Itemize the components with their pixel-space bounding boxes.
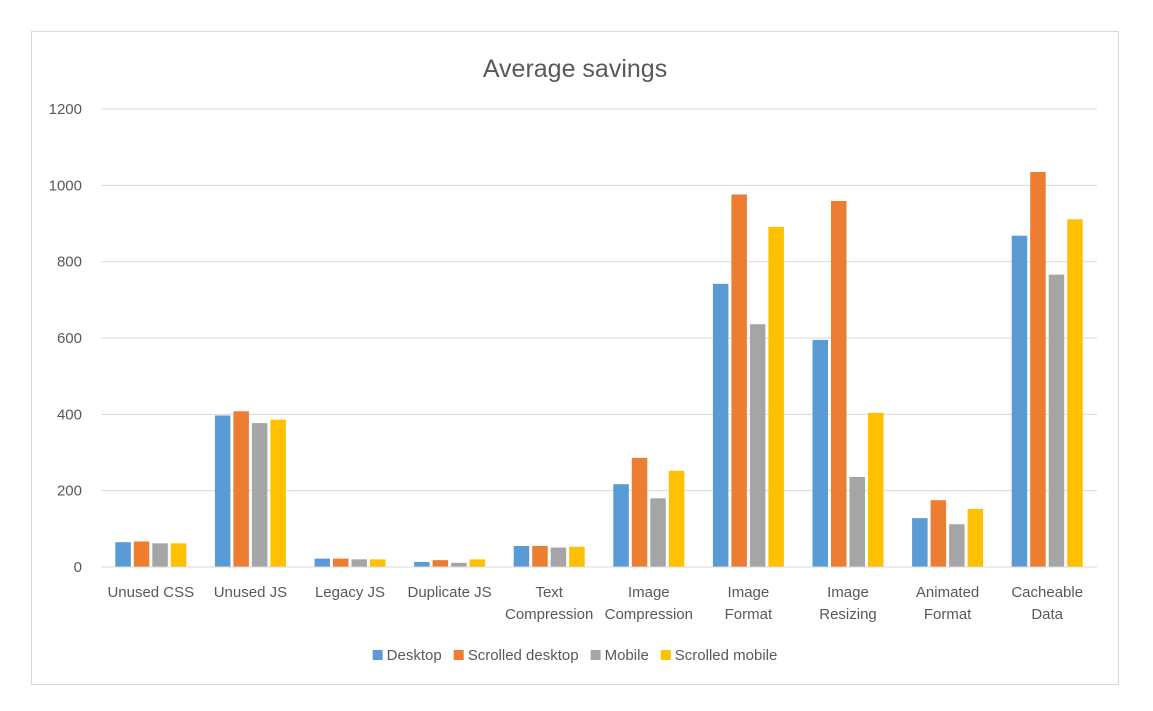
bar-scrolled-desktop bbox=[731, 194, 747, 568]
x-category-label: Cacheable Data bbox=[1011, 584, 1083, 623]
x-category-label: Image Resizing bbox=[819, 584, 877, 623]
bar-scrolled-desktop bbox=[631, 457, 648, 567]
bar-scrolled-mobile bbox=[768, 226, 784, 567]
x-category-label-line: Unused JS bbox=[214, 584, 287, 601]
x-category-label: Duplicate JS bbox=[407, 584, 491, 601]
bar-mobile bbox=[849, 476, 865, 567]
bar-scrolled-desktop bbox=[233, 411, 249, 567]
y-tick-label: 800 bbox=[57, 254, 82, 271]
x-category-label: Unused CSS bbox=[107, 584, 194, 601]
bar-mobile bbox=[251, 423, 268, 567]
x-category-label-line: Data bbox=[1031, 606, 1063, 623]
chart-svg: Average savings 0 200 400 600 800 1000 1200 Un… bbox=[49, 55, 1097, 664]
x-category-label: Text Compression bbox=[505, 584, 593, 623]
bar-desktop bbox=[314, 558, 330, 567]
bar-mobile bbox=[451, 562, 467, 567]
y-tick-label: 1000 bbox=[49, 177, 82, 194]
legend-label: Scrolled mobile bbox=[675, 647, 778, 664]
bar-scrolled-mobile bbox=[668, 470, 685, 567]
x-category-label-line: Compression bbox=[605, 606, 693, 623]
y-axis-ticks: 0 200 400 600 800 1000 1200 bbox=[49, 101, 82, 576]
bar-mobile bbox=[949, 524, 965, 567]
bar-scrolled-mobile bbox=[1067, 219, 1083, 568]
y-tick-label: 1200 bbox=[49, 101, 82, 118]
legend-swatch bbox=[372, 650, 383, 660]
bar-scrolled-desktop bbox=[333, 558, 349, 567]
bar-mobile bbox=[749, 324, 766, 567]
bar-scrolled-desktop bbox=[831, 200, 847, 568]
x-axis: Unused CSS Unused JS Legacy JS Duplicate JS… bbox=[101, 566, 1097, 623]
bar-scrolled-mobile bbox=[370, 559, 386, 567]
x-category-label-line: Animated bbox=[916, 584, 979, 601]
legend-label: Desktop bbox=[387, 647, 442, 664]
legend-label: Scrolled desktop bbox=[468, 647, 579, 664]
x-category-label-line: Duplicate JS bbox=[407, 584, 491, 601]
x-category-label: Unused JS bbox=[214, 584, 287, 601]
bar-scrolled-mobile bbox=[569, 546, 585, 567]
bar-desktop bbox=[912, 518, 928, 567]
bar-mobile bbox=[1048, 274, 1065, 567]
bar-scrolled-desktop bbox=[1030, 171, 1046, 567]
y-tick-label: 600 bbox=[57, 330, 82, 347]
chart-title: Average savings bbox=[483, 55, 667, 83]
legend: Desktop Scrolled desktop Mobile Scrolled mo… bbox=[372, 647, 778, 664]
y-tick-label: 400 bbox=[57, 406, 82, 423]
bar-scrolled-mobile bbox=[868, 412, 884, 567]
x-category-label-line: Image bbox=[728, 584, 770, 601]
x-category-label-line: Unused CSS bbox=[107, 584, 194, 601]
bar-desktop bbox=[513, 546, 530, 567]
legend-swatch bbox=[660, 650, 671, 660]
bar-scrolled-mobile bbox=[270, 419, 286, 567]
bar-desktop bbox=[812, 339, 828, 567]
bar-scrolled-mobile bbox=[967, 508, 984, 567]
x-category-label-line: Text bbox=[535, 584, 563, 601]
bar-scrolled-desktop bbox=[133, 541, 150, 567]
x-category-label-line: Format bbox=[924, 606, 972, 623]
bar-mobile bbox=[351, 559, 367, 567]
x-category-label-line: Format bbox=[725, 606, 773, 623]
bar-mobile bbox=[152, 543, 168, 567]
bar-mobile bbox=[650, 498, 666, 567]
bar-scrolled-mobile bbox=[469, 559, 486, 567]
bar-desktop bbox=[214, 415, 231, 567]
bar-scrolled-desktop bbox=[532, 546, 548, 567]
bar-desktop bbox=[414, 562, 430, 567]
x-category-label-line: Image bbox=[827, 584, 869, 601]
gridlines bbox=[101, 108, 1097, 568]
y-tick-label: 200 bbox=[57, 483, 82, 500]
bar-desktop bbox=[1011, 235, 1028, 567]
x-category-label-line: Compression bbox=[505, 606, 593, 623]
bar-mobile bbox=[550, 547, 567, 567]
bar-scrolled-desktop bbox=[432, 560, 449, 567]
x-category-label: Image Format bbox=[725, 584, 773, 623]
x-category-label-line: Image bbox=[628, 584, 670, 601]
legend-swatch bbox=[453, 650, 464, 660]
x-category-label-line: Legacy JS bbox=[315, 584, 385, 601]
y-tick-label: 0 bbox=[74, 559, 82, 576]
bar-scrolled-mobile bbox=[170, 543, 187, 567]
bar-desktop bbox=[613, 484, 629, 567]
x-category-label-line: Resizing bbox=[819, 606, 877, 623]
x-category-label: Legacy JS bbox=[315, 584, 385, 601]
legend-swatch bbox=[590, 650, 601, 660]
bar-desktop bbox=[712, 283, 729, 567]
legend-label: Mobile bbox=[605, 647, 649, 664]
bar-desktop bbox=[115, 542, 131, 567]
chart-frame: Average savings 0 200 400 600 800 1000 1200 Un… bbox=[31, 31, 1119, 685]
x-category-label: Animated Format bbox=[916, 584, 979, 623]
bar-scrolled-desktop bbox=[930, 500, 947, 567]
bars bbox=[115, 171, 1083, 568]
x-category-label-line: Cacheable bbox=[1011, 584, 1083, 601]
x-category-label: Image Compression bbox=[605, 584, 693, 623]
